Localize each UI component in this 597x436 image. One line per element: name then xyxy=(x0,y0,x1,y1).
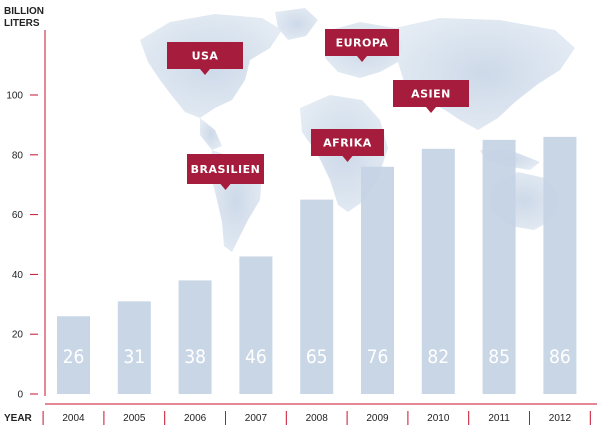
callout-box xyxy=(167,42,243,69)
y-tick-label: 0 xyxy=(17,390,23,401)
callout-pointer xyxy=(357,56,367,62)
callout-box xyxy=(393,80,469,107)
y-axis-label-line1: BILLION xyxy=(4,6,44,17)
bar xyxy=(57,316,90,394)
bar-value-label: 31 xyxy=(123,346,145,368)
callout-box xyxy=(187,154,264,184)
y-axis-ticks: 0 20 40 60 80 100 xyxy=(6,91,38,401)
callout-label: EUROPA xyxy=(336,37,389,50)
callout-label: USA xyxy=(192,50,219,63)
bar-value-label: 86 xyxy=(549,346,571,368)
callout-europe: EUROPA xyxy=(325,29,399,62)
y-tick-label: 20 xyxy=(12,330,24,341)
bar xyxy=(178,280,212,394)
y-tick-label: 80 xyxy=(12,150,24,161)
bar xyxy=(543,136,577,395)
bar xyxy=(482,139,516,394)
bar xyxy=(239,256,273,394)
bar xyxy=(361,166,394,394)
y-tick-label: 100 xyxy=(6,91,23,102)
x-tick-label: 2006 xyxy=(184,413,207,424)
map-asia xyxy=(395,18,575,130)
bar-value-label: 26 xyxy=(63,346,85,368)
callout-pointer xyxy=(426,107,436,113)
bar xyxy=(300,199,334,394)
x-tick-label: 2010 xyxy=(427,413,450,424)
bar-value-label: 82 xyxy=(427,346,449,368)
bar-value-label: 38 xyxy=(184,346,206,368)
region-callouts: USA EUROPA ASIEN AFRIKA BRASILIEN xyxy=(167,29,469,190)
y-tick-label: 40 xyxy=(12,270,24,281)
callout-pointer xyxy=(342,156,353,162)
callout-africa: AFRIKA xyxy=(311,129,384,162)
callout-pointer xyxy=(220,184,231,190)
bar-value-label: 65 xyxy=(306,346,328,368)
callout-pointer xyxy=(200,69,210,75)
callout-north-america: USA xyxy=(167,42,243,75)
x-tick-label: 2011 xyxy=(488,413,510,424)
callout-asia: ASIEN xyxy=(393,80,469,113)
y-tick-label: 60 xyxy=(12,210,24,221)
x-tick-label: 2004 xyxy=(62,413,85,424)
callout-box xyxy=(311,129,384,156)
y-axis-label-line2: LITERS xyxy=(4,18,40,29)
callout-label: ASIEN xyxy=(411,88,451,101)
map-central-america xyxy=(200,118,222,150)
bar xyxy=(421,148,455,394)
x-tick-label: 2005 xyxy=(123,413,146,424)
callout-south-america: BRASILIEN xyxy=(187,154,264,190)
bar-value-label: 85 xyxy=(488,346,510,368)
bar-value-label: 76 xyxy=(367,346,389,368)
bar-value-label: 46 xyxy=(245,346,267,368)
x-tick-label: 2012 xyxy=(549,413,572,424)
callout-box xyxy=(325,29,399,56)
map-greenland xyxy=(275,8,318,40)
x-axis-ticks: 2004 2005 2006 2007 2008 2009 2010 2011 2012 xyxy=(42,411,591,425)
callout-label: AFRIKA xyxy=(323,137,372,150)
x-tick-label: 2008 xyxy=(306,413,329,424)
bars: 26 31 38 46 65 76 82 85 86 xyxy=(57,136,577,395)
x-tick-label: 2007 xyxy=(245,413,268,424)
callout-label: BRASILIEN xyxy=(191,163,261,176)
x-axis-label: YEAR xyxy=(4,413,33,424)
x-tick-label: 2009 xyxy=(366,413,389,424)
bar xyxy=(117,301,151,394)
